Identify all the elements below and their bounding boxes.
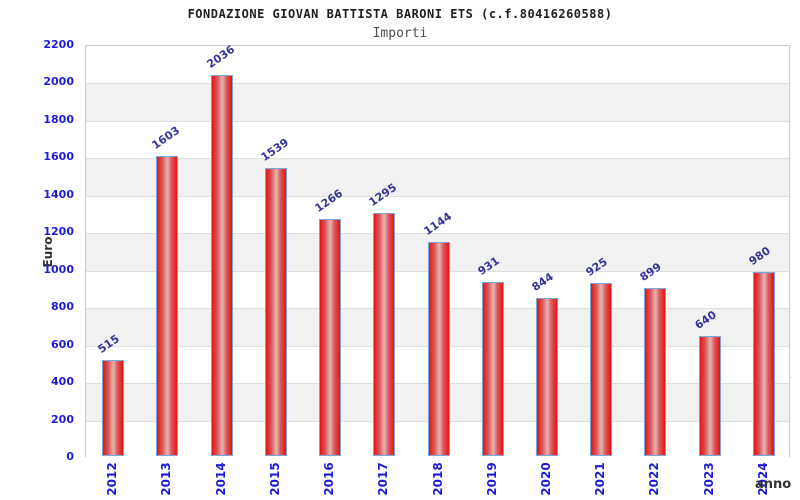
plot-area: 515 1603 2036 1539 1266 1295 1144 931 844 925 899 6… — [85, 42, 790, 459]
y-tick-label: 1400 — [43, 187, 74, 201]
y-tick-label: 1000 — [43, 262, 74, 276]
x-tick-label: 2018 — [430, 462, 445, 496]
x-tick-label: 2015 — [267, 462, 282, 496]
x-tick-label: 2023 — [701, 462, 716, 496]
bar-2020 — [535, 297, 558, 456]
bar-2022 — [644, 287, 667, 456]
x-tick-label: 2020 — [538, 462, 553, 496]
bar-2015 — [264, 167, 287, 456]
x-tick-label: 2021 — [593, 462, 608, 496]
bar-2019 — [481, 281, 504, 456]
bar-2017 — [373, 213, 396, 456]
plot-band — [86, 120, 789, 160]
y-tick-label: 1200 — [43, 225, 74, 239]
plot-band — [86, 46, 789, 84]
y-tick-label: 0 — [66, 450, 74, 463]
x-tick-label: 2019 — [484, 462, 499, 496]
bar-2012 — [102, 359, 125, 456]
x-tick-label: 2012 — [105, 462, 120, 496]
x-tick-label: 2022 — [647, 462, 662, 496]
plot-band — [86, 195, 789, 235]
x-axis-title: anno — [755, 477, 792, 492]
plot-band — [86, 83, 789, 122]
chart-title: FONDAZIONE GIOVAN BATTISTA BARONI ETS (c… — [187, 7, 613, 21]
y-tick-label: 600 — [51, 337, 74, 351]
bar-2014 — [210, 74, 233, 456]
y-tick-label: 2200 — [43, 38, 74, 51]
bar-2023 — [698, 336, 721, 456]
x-tick-label: 2016 — [322, 462, 337, 496]
chart-subtitle: Importi — [372, 26, 428, 41]
y-tick-label: 800 — [51, 300, 74, 314]
bar-2016 — [319, 218, 342, 456]
plot-band — [86, 158, 789, 197]
y-tick-label: 400 — [51, 375, 74, 389]
x-tick-label: 2014 — [213, 462, 228, 496]
y-tick-label: 2000 — [43, 75, 74, 89]
bar-2018 — [427, 241, 450, 456]
y-tick-label: 1600 — [43, 150, 74, 164]
y-tick-label: 1800 — [43, 112, 74, 126]
x-tick-label: 2013 — [159, 462, 174, 496]
bar-2024 — [752, 272, 775, 456]
x-tick-label: 2017 — [376, 462, 391, 496]
y-tick-label: 200 — [51, 412, 74, 426]
bar-2021 — [590, 282, 613, 456]
bar-2013 — [156, 155, 179, 456]
